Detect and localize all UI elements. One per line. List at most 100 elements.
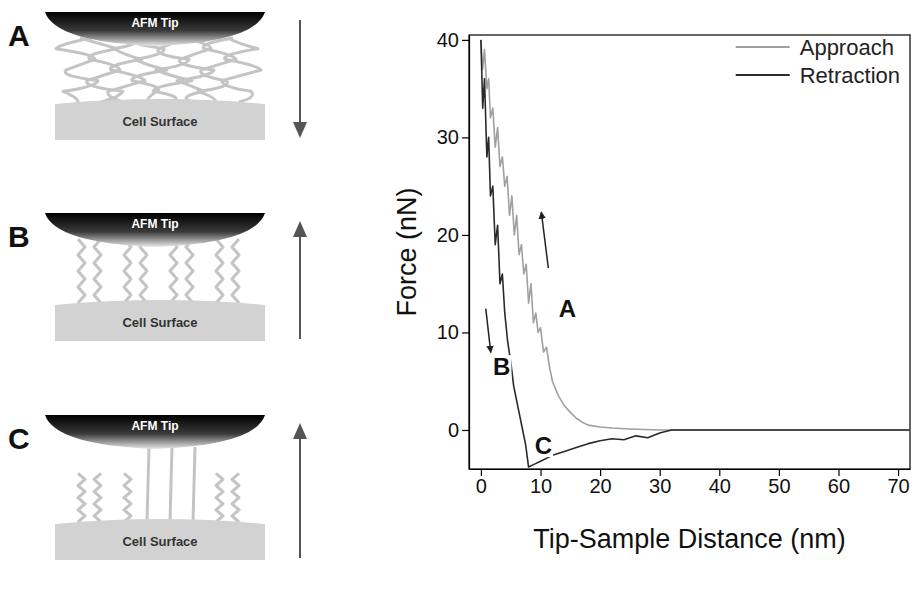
x-tick: 0 xyxy=(476,469,487,497)
direction-arrowhead xyxy=(293,122,307,138)
series-line xyxy=(481,40,910,467)
panel-letter: C xyxy=(8,422,30,455)
annotations: A B C xyxy=(486,212,577,459)
y-tick: 10 xyxy=(437,321,469,343)
x-tick-label: 20 xyxy=(589,475,611,497)
annotation: A xyxy=(559,295,576,322)
legend-item: Retraction xyxy=(736,63,900,88)
afm-tip xyxy=(45,12,265,46)
legend-swatch xyxy=(736,46,790,48)
diagram-panel: B AFM Tip Cell Surface xyxy=(8,213,307,341)
y-tick-label: 30 xyxy=(437,126,459,148)
y-tick: 20 xyxy=(437,224,469,246)
polymer xyxy=(78,239,85,303)
y-tick-label: 10 xyxy=(437,321,459,343)
tip-label: AFM Tip xyxy=(131,419,178,433)
cell-surface xyxy=(55,300,265,341)
polymer xyxy=(56,38,98,102)
y-tick: 0 xyxy=(448,419,469,441)
x-tick: 50 xyxy=(768,469,790,497)
x-tick: 60 xyxy=(828,469,850,497)
diagram-panel: A AFM Tip Cell Surface xyxy=(8,12,307,140)
cell-surface xyxy=(55,519,265,560)
x-tick: 30 xyxy=(649,469,671,497)
y-tick-label: 40 xyxy=(437,29,459,51)
annotation-arrow xyxy=(541,212,548,268)
y-tick-mark xyxy=(462,40,469,41)
x-tick: 10 xyxy=(530,469,552,497)
diagram-panel: C AFM Tip Cell Surface xyxy=(8,415,307,560)
y-axis-title: Force (nN) xyxy=(392,187,422,316)
polymer xyxy=(222,38,261,102)
polymer-group xyxy=(78,447,239,522)
y-axis-line xyxy=(469,36,470,470)
panel-letter: A xyxy=(8,19,30,52)
legend: Approach Retraction xyxy=(736,35,900,88)
x-tick-label: 40 xyxy=(709,475,731,497)
legend-label: Retraction xyxy=(800,63,900,88)
direction-arrowhead xyxy=(293,423,307,439)
polymer xyxy=(170,239,177,303)
plot-frame xyxy=(469,35,910,469)
surface-label: Cell Surface xyxy=(122,114,197,129)
annotation-arrow xyxy=(486,309,491,353)
polymer xyxy=(140,239,147,303)
x-tick-label: 50 xyxy=(768,475,790,497)
afm-tip xyxy=(45,213,265,247)
tip-label: AFM Tip xyxy=(131,217,178,231)
y-tick-label: 0 xyxy=(448,419,459,441)
polymer xyxy=(108,38,145,102)
y-tick: 30 xyxy=(437,126,469,148)
direction-arrow xyxy=(299,437,301,558)
direction-arrow xyxy=(299,235,301,339)
y-tick-mark xyxy=(462,430,469,431)
y-tick: 40 xyxy=(437,29,469,51)
plot-area xyxy=(481,40,910,467)
y-tick-mark xyxy=(462,137,469,138)
legend-item: Approach xyxy=(736,35,894,60)
polymer xyxy=(124,473,131,522)
polymer xyxy=(232,239,239,303)
series-line xyxy=(481,40,910,430)
x-tick: 40 xyxy=(709,469,731,497)
surface-label: Cell Surface xyxy=(122,534,197,549)
polymer xyxy=(94,473,101,522)
direction-arrow xyxy=(299,20,301,124)
y-tick-mark xyxy=(462,332,469,333)
polymer xyxy=(153,38,192,102)
annotation: B xyxy=(493,353,510,380)
polymer xyxy=(170,447,172,522)
x-tick-label: 30 xyxy=(649,475,671,497)
x-axis: 0 10 20 30 40 50 60 70 xyxy=(470,469,911,497)
tip-label: AFM Tip xyxy=(131,16,178,30)
polymer xyxy=(216,239,223,303)
legend-label: Approach xyxy=(800,35,894,60)
polymer xyxy=(94,239,101,303)
polymer-group xyxy=(78,239,239,303)
polymer xyxy=(177,38,214,102)
direction-arrowhead xyxy=(293,221,307,237)
figure: A AFM Tip Cell Surface B AFM Tip Cell Surface… xyxy=(0,0,921,592)
cell-surface xyxy=(55,99,265,140)
afm-tip xyxy=(45,415,265,449)
polymer xyxy=(232,473,239,522)
polymer xyxy=(193,447,195,522)
polymer xyxy=(78,473,85,522)
y-tick-mark xyxy=(462,235,469,236)
x-tick-label: 70 xyxy=(887,475,909,497)
x-tick: 20 xyxy=(589,469,611,497)
panel-letter: B xyxy=(8,220,30,253)
x-tick-label: 10 xyxy=(530,475,552,497)
polymer xyxy=(198,38,236,102)
annotation: C xyxy=(535,432,552,459)
polymer xyxy=(186,239,193,303)
polymer-group xyxy=(56,38,261,102)
y-tick-label: 20 xyxy=(437,224,459,246)
x-tick: 70 xyxy=(887,469,909,497)
polymer xyxy=(216,473,223,522)
surface-label: Cell Surface xyxy=(122,315,197,330)
polymer xyxy=(124,239,131,303)
y-axis: 0 10 20 30 40 xyxy=(437,29,470,470)
x-axis-line xyxy=(470,469,911,470)
x-axis-title: Tip-Sample Distance (nm) xyxy=(533,524,846,554)
